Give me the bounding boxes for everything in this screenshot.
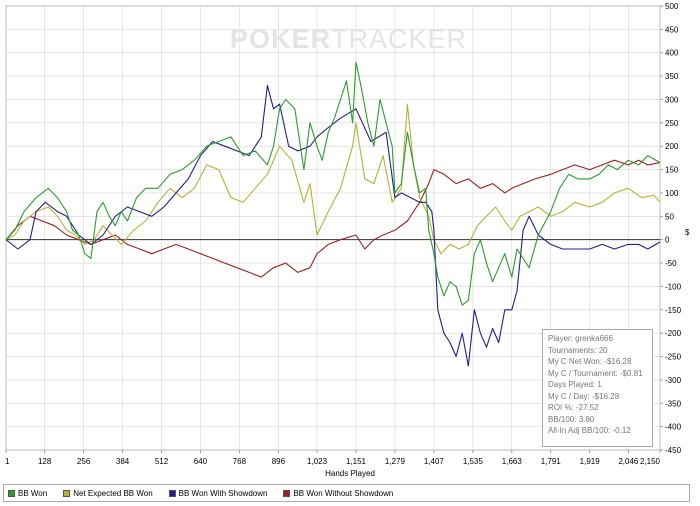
legend-label: Net Expected BB Won [73, 488, 153, 498]
x-tick-label: 896 [272, 457, 286, 466]
x-tick-label: 384 [116, 457, 130, 466]
x-tick-label: 1,663 [502, 457, 523, 466]
stat-per-day: My C / Day: -$16.28 [548, 391, 620, 401]
x-tick-label: 512 [155, 457, 169, 466]
stat-per-tournament: My C / Tournament: -$0.81 [548, 368, 643, 378]
x-tick-label: 1,023 [307, 457, 328, 466]
watermark-brand-right: TRACKER [331, 24, 468, 54]
y-tick-label: 500 [665, 2, 679, 11]
legend-item-bb-won[interactable]: BB Won [8, 489, 47, 498]
y-tick-label: 350 [665, 72, 679, 81]
stat-player: Player: grenka666 [548, 334, 613, 343]
chart-legend: BB Won Net Expected BB Won BB Won With S… [3, 484, 690, 502]
legend-label: BB Won With Showdown [178, 488, 268, 498]
y-tick-label: 250 [665, 119, 679, 128]
series-line-bb-won [5, 61, 661, 306]
stat-roi: ROI %: -27.52 [548, 403, 599, 412]
x-tick-label: 1 [5, 457, 10, 466]
x-axis-label: Hands Played [325, 469, 375, 478]
chart: 1 128 256 384 512 640 768 896 1,023 1,151 1,279 1,4… [5, 2, 682, 466]
x-tick-label: 1,407 [424, 457, 445, 466]
y-tick-label: -400 [665, 423, 682, 432]
series-line-net-expected-bb-won [5, 103, 661, 255]
legend-label: BB Won [18, 488, 48, 498]
y-tick-label: 300 [665, 95, 679, 104]
legend-swatch [283, 489, 291, 497]
y-tick-label: -300 [665, 376, 682, 385]
legend-item-bb-won-with-showdown[interactable]: BB Won With Showdown [168, 488, 268, 498]
stat-allin-bb100: All-In Adj BB/100: -0.12 [548, 426, 631, 435]
legend-swatch [8, 489, 15, 497]
x-tick-label: 1,535 [463, 457, 484, 466]
y-tick-label: -150 [665, 306, 682, 315]
series-lines [5, 61, 661, 367]
y-tick-label: 100 [665, 189, 679, 198]
x-tick-label: 2,150 [640, 457, 661, 466]
x-tick-label: 640 [194, 457, 208, 466]
y-tick-label: 0 [665, 236, 670, 245]
x-tick-label: 1,919 [580, 457, 601, 466]
y-tick-label: -350 [665, 399, 682, 408]
y-tick-label: 200 [665, 142, 679, 151]
stat-days-played: Days Played: 1 [548, 380, 602, 389]
stat-tournaments: Tournaments: 20 [548, 345, 608, 355]
y-tick-label: 400 [665, 49, 679, 58]
legend-item-bb-won-without-showdown[interactable]: BB Won Without Showdown [283, 489, 393, 498]
y-tick-label: 50 [665, 212, 674, 221]
legend-swatch [168, 489, 176, 497]
y-tick-label: 450 [665, 25, 679, 34]
player-stats-box: Player: grenka666 Tournaments: 20 My C N… [542, 329, 653, 447]
poker-tracker-watermark: POKERTRACKER [230, 24, 467, 55]
y-axis-ticks: -450 -400 -350 -300 -250 -200 -150 -100 -50 0 50 10… [660, 2, 682, 455]
series-line-bb-won-with-showdown [5, 84, 661, 367]
x-tick-label: 256 [77, 457, 91, 466]
y-tick-label: -50 [665, 259, 677, 268]
x-tick-label: 128 [38, 457, 52, 466]
legend-item-net-expected-bb-won[interactable]: Net Expected BB Won [63, 488, 153, 498]
y-tick-label: -100 [665, 282, 682, 291]
x-tick-label: 768 [233, 457, 247, 466]
y-tick-label: -450 [665, 446, 682, 455]
y-tick-label: -200 [665, 329, 682, 338]
x-tick-label: 1,151 [346, 457, 367, 466]
x-tick-label: 1,279 [385, 457, 406, 466]
x-axis-ticks: 1 128 256 384 512 640 768 896 1,023 1,151 1,279 1,4… [5, 450, 661, 466]
stat-bb100: BB/100: 3.80 [548, 414, 595, 424]
x-tick-label: 2,046 [618, 457, 639, 466]
y-tick-label: 150 [665, 166, 679, 175]
stat-net-won: My C Net Won: -$16.28 [548, 357, 632, 366]
watermark-brand-left: POKER [230, 24, 332, 54]
legend-swatch [63, 489, 71, 497]
y-axis-label: $ [685, 228, 690, 237]
x-tick-label: 1,791 [541, 457, 562, 466]
y-tick-label: -250 [665, 353, 682, 362]
legend-label: BB Won Without Showdown [293, 488, 394, 498]
series-line-bb-won-without-showdown [5, 159, 661, 278]
